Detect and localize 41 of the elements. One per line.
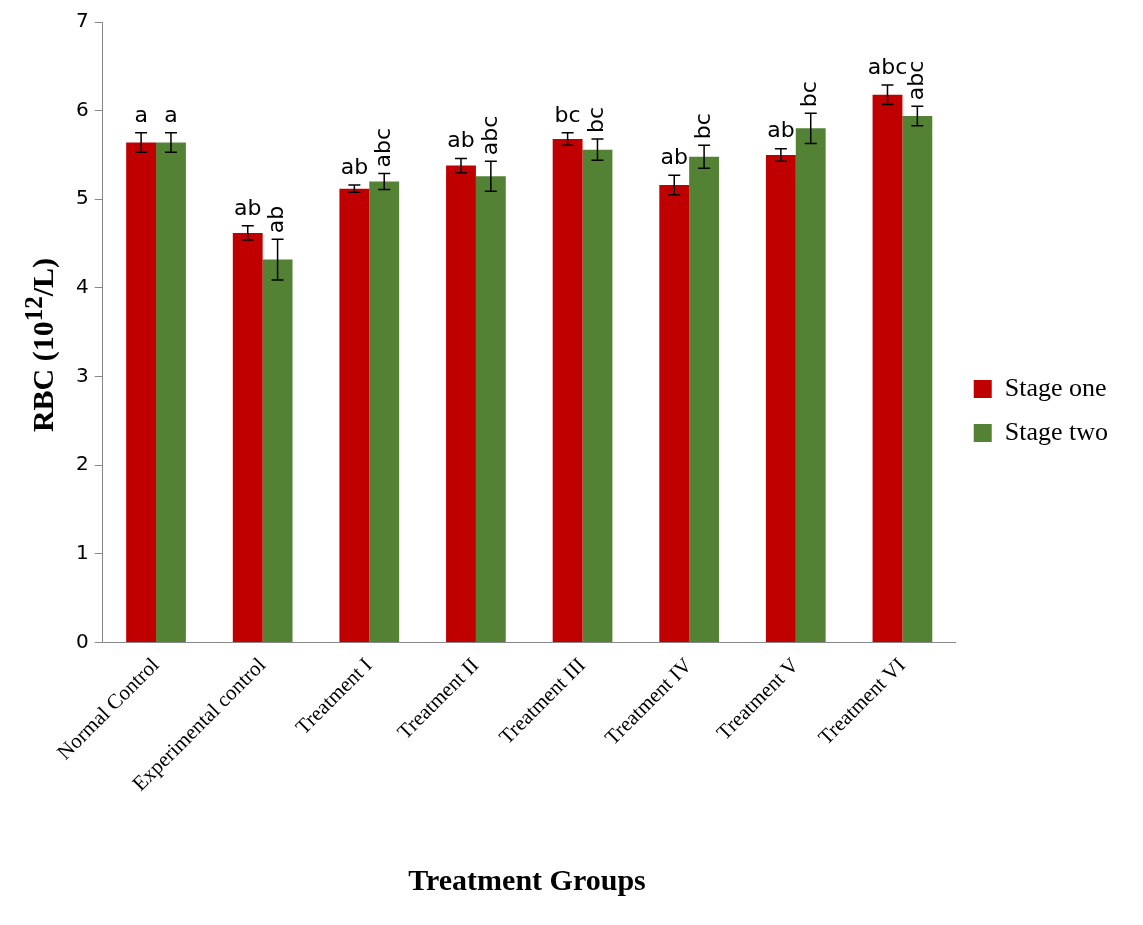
legend-label: Stage one <box>1004 372 1107 402</box>
annotation: bc <box>796 81 822 108</box>
y-tick-label: 6 <box>75 96 89 121</box>
y-tick-label: 4 <box>75 274 89 299</box>
annotation: ab <box>234 194 262 220</box>
annotation: a <box>134 101 148 127</box>
y-tick-label: 2 <box>75 451 89 476</box>
annotation: bc <box>583 106 609 133</box>
y-tick-label: 3 <box>75 362 89 387</box>
annotation: a <box>164 101 178 127</box>
bar <box>552 138 583 642</box>
bar <box>689 156 720 642</box>
bar <box>262 259 293 642</box>
bar <box>902 115 933 642</box>
annotation: ab <box>660 144 688 170</box>
annotation: bc <box>554 101 581 127</box>
bar <box>795 128 826 642</box>
legend-label: Stage two <box>1004 416 1108 446</box>
x-axis-title: Treatment Groups <box>408 863 646 897</box>
bar <box>872 94 903 642</box>
annotation: abc <box>476 115 502 156</box>
y-tick-label: 0 <box>75 628 89 653</box>
bar <box>369 181 400 642</box>
bar <box>765 154 796 642</box>
annotation: ab <box>767 117 795 143</box>
bar <box>446 165 476 642</box>
annotation: bc <box>689 113 715 140</box>
y-tick-label: 5 <box>75 185 89 210</box>
bar <box>475 176 506 642</box>
bar <box>582 149 613 642</box>
annotation: ab <box>340 153 369 179</box>
y-tick-label: 7 <box>75 8 89 33</box>
bar <box>232 232 263 642</box>
bar <box>339 188 370 642</box>
bar <box>126 142 157 642</box>
bar <box>156 142 186 642</box>
y-tick-label: 1 <box>75 539 89 564</box>
bar <box>659 185 690 642</box>
annotation: abc <box>369 128 395 168</box>
annotation: ab <box>447 127 475 153</box>
annotation: ab <box>263 205 289 234</box>
